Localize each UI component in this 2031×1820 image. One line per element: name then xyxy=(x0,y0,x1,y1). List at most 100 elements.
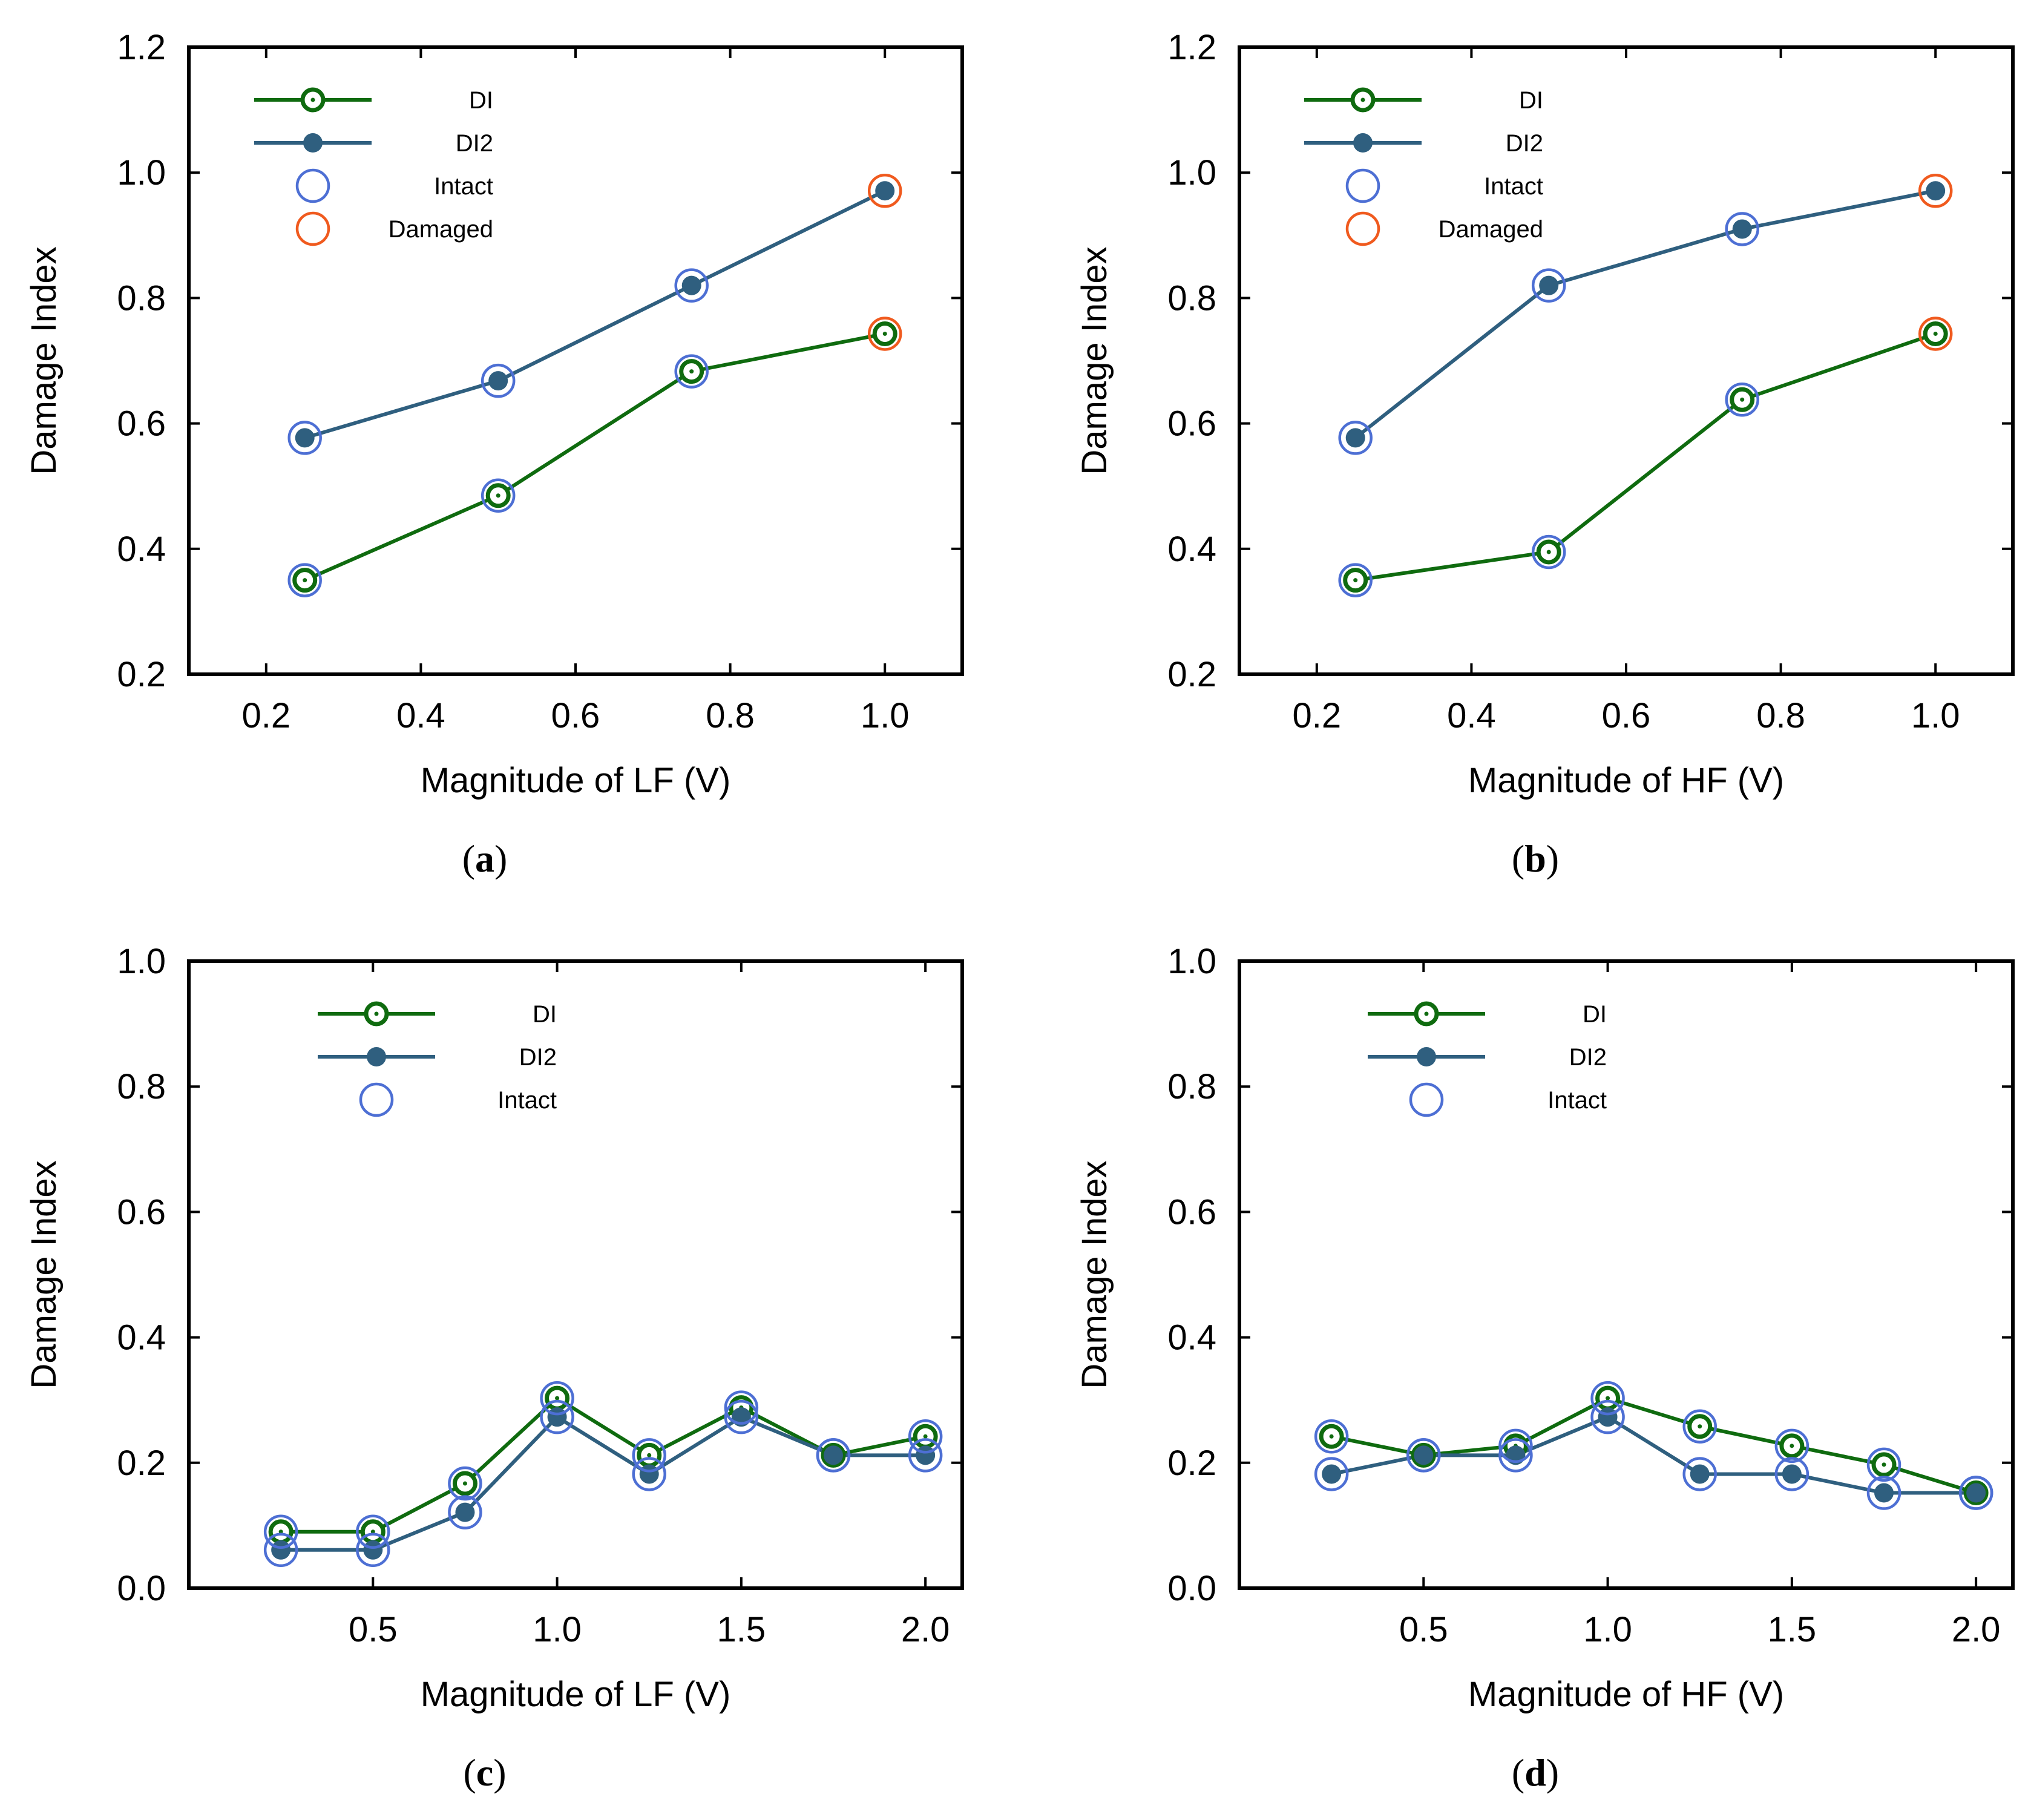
intact-ring xyxy=(356,1514,390,1549)
chart-panel-c: 0.0 0.2 0.4 0.6 0.8 1.0 0.5 1.0 1.5 2.0 Magnitude … xyxy=(24,942,964,1714)
legend: DI DI2 Intact xyxy=(1368,1001,1607,1117)
di2-point xyxy=(547,1407,567,1427)
intact-ring xyxy=(287,563,322,597)
intact-ring xyxy=(1531,534,1566,570)
legend-intact-marker xyxy=(359,1082,394,1117)
x-tick-label: 0.8 xyxy=(1756,696,1805,735)
intact-ring xyxy=(1590,1399,1625,1434)
intact-ring xyxy=(1958,1476,1993,1510)
intact-ring xyxy=(448,1466,482,1501)
di2-point xyxy=(1690,1464,1710,1484)
intact-ring xyxy=(1682,1409,1717,1444)
y-axis-label: Damage Index xyxy=(1075,1160,1114,1388)
intact-ring xyxy=(263,1533,298,1568)
di2-point xyxy=(1414,1445,1434,1465)
di-point xyxy=(1343,568,1368,593)
legend: DI DI2 Intact Damaged xyxy=(1304,87,1543,246)
intact-ring xyxy=(1866,1447,1901,1482)
intact-ring xyxy=(1531,268,1566,303)
y-tick-label: 1.0 xyxy=(1167,153,1216,192)
chart-panel-d: 0.0 0.2 0.4 0.6 0.8 1.0 0.5 1.0 1.5 2.0 Magnitude … xyxy=(1075,942,2015,1714)
legend-label: DI xyxy=(1583,1001,1607,1028)
y-tick-label: 0.6 xyxy=(1167,404,1216,444)
di-point xyxy=(1923,321,1948,346)
di2-point xyxy=(455,1502,475,1522)
y-axis-label: Damage Index xyxy=(1075,246,1114,475)
intact-ring xyxy=(632,1457,666,1491)
legend-label: DI xyxy=(1519,87,1543,114)
di2-point xyxy=(488,371,508,391)
plot-frame xyxy=(1238,959,2015,1590)
legend-di-marker xyxy=(300,87,326,113)
y-tick-label: 0.4 xyxy=(117,1318,166,1358)
y-tick-label: 0.2 xyxy=(117,1444,166,1483)
legend-di2-marker xyxy=(1417,1047,1436,1066)
x-tick-label: 0.4 xyxy=(1447,696,1496,735)
y-tick-label: 0.4 xyxy=(117,530,166,569)
di2-point xyxy=(1782,1464,1802,1484)
y-tick-label: 0.8 xyxy=(117,278,166,318)
damaged-ring xyxy=(867,173,902,208)
x-tick-label: 0.6 xyxy=(1602,696,1651,735)
intact-ring xyxy=(263,1514,298,1549)
intact-ring xyxy=(1314,1457,1349,1491)
x-tick-label: 0.2 xyxy=(241,696,290,735)
x-tick-label: 2.0 xyxy=(901,1610,950,1649)
series-line-di xyxy=(1355,332,1937,582)
x-tick-label: 1.0 xyxy=(1583,1610,1632,1649)
series-line-di xyxy=(304,332,885,582)
di-point xyxy=(268,1519,294,1545)
intact-ring xyxy=(1590,1381,1625,1416)
x-axis-label: Magnitude of HF (V) xyxy=(1468,761,1784,800)
legend-di2-marker xyxy=(303,133,323,153)
y-tick-label: 0.2 xyxy=(1167,1444,1216,1483)
di2-point xyxy=(681,275,701,295)
di-point xyxy=(1779,1433,1805,1459)
intact-ring xyxy=(1338,563,1373,597)
di-point xyxy=(1871,1452,1897,1477)
legend: DI DI2 Intact Damaged xyxy=(254,87,493,246)
y-tick-label: 0.0 xyxy=(117,1569,166,1608)
y-tick-label: 0.2 xyxy=(117,655,166,694)
di-point xyxy=(1730,387,1755,412)
y-axis-label: Damage Index xyxy=(24,1160,64,1388)
legend-intact-marker xyxy=(1345,168,1380,203)
di2-point xyxy=(875,181,895,201)
di2-point xyxy=(1874,1483,1894,1503)
intact-ring xyxy=(1866,1476,1901,1510)
chart-panel-a: 0.2 0.4 0.6 0.8 1.0 1.2 0.2 0.4 0.6 0.8 1.0 Magnitu… xyxy=(24,28,964,800)
plot-frame xyxy=(187,959,964,1590)
di2-point xyxy=(1322,1464,1342,1484)
series-line-di2 xyxy=(304,189,886,440)
di-point xyxy=(872,321,897,346)
y-tick-label: 1.2 xyxy=(117,28,166,67)
x-axis-label: Magnitude of LF (V) xyxy=(421,761,731,800)
x-tick-label: 2.0 xyxy=(1952,1610,2001,1649)
chart-panel-b: 0.2 0.4 0.6 0.8 1.0 1.2 0.2 0.4 0.6 0.8 1.0 Magnitu… xyxy=(1075,28,2015,800)
legend-label: Intact xyxy=(1547,1087,1607,1114)
intact-ring xyxy=(724,1399,759,1434)
legend-di-marker xyxy=(1350,87,1376,113)
di2-point xyxy=(1598,1407,1618,1427)
intact-ring xyxy=(908,1438,943,1473)
di2-point xyxy=(1732,219,1752,239)
intact-ring xyxy=(724,1390,759,1425)
damaged-ring xyxy=(1918,317,1953,351)
x-tick-label: 0.4 xyxy=(396,696,445,735)
panel-caption: (c) xyxy=(463,1751,506,1794)
di-point xyxy=(545,1385,570,1411)
intact-ring xyxy=(1725,382,1759,417)
x-tick-label: 1.0 xyxy=(1911,696,1960,735)
x-tick-label: 1.0 xyxy=(533,1610,582,1649)
di2-point xyxy=(1966,1483,1986,1503)
di-point xyxy=(452,1471,477,1496)
intact-ring xyxy=(1498,1428,1533,1464)
di-point xyxy=(1536,539,1561,565)
di2-point xyxy=(916,1445,936,1465)
y-tick-label: 0.8 xyxy=(117,1067,166,1106)
di2-point xyxy=(363,1540,383,1560)
intact-ring xyxy=(448,1495,482,1529)
x-tick-label: 0.5 xyxy=(1399,1610,1448,1649)
series-line-di2 xyxy=(1354,189,1936,439)
intact-ring xyxy=(908,1419,943,1454)
